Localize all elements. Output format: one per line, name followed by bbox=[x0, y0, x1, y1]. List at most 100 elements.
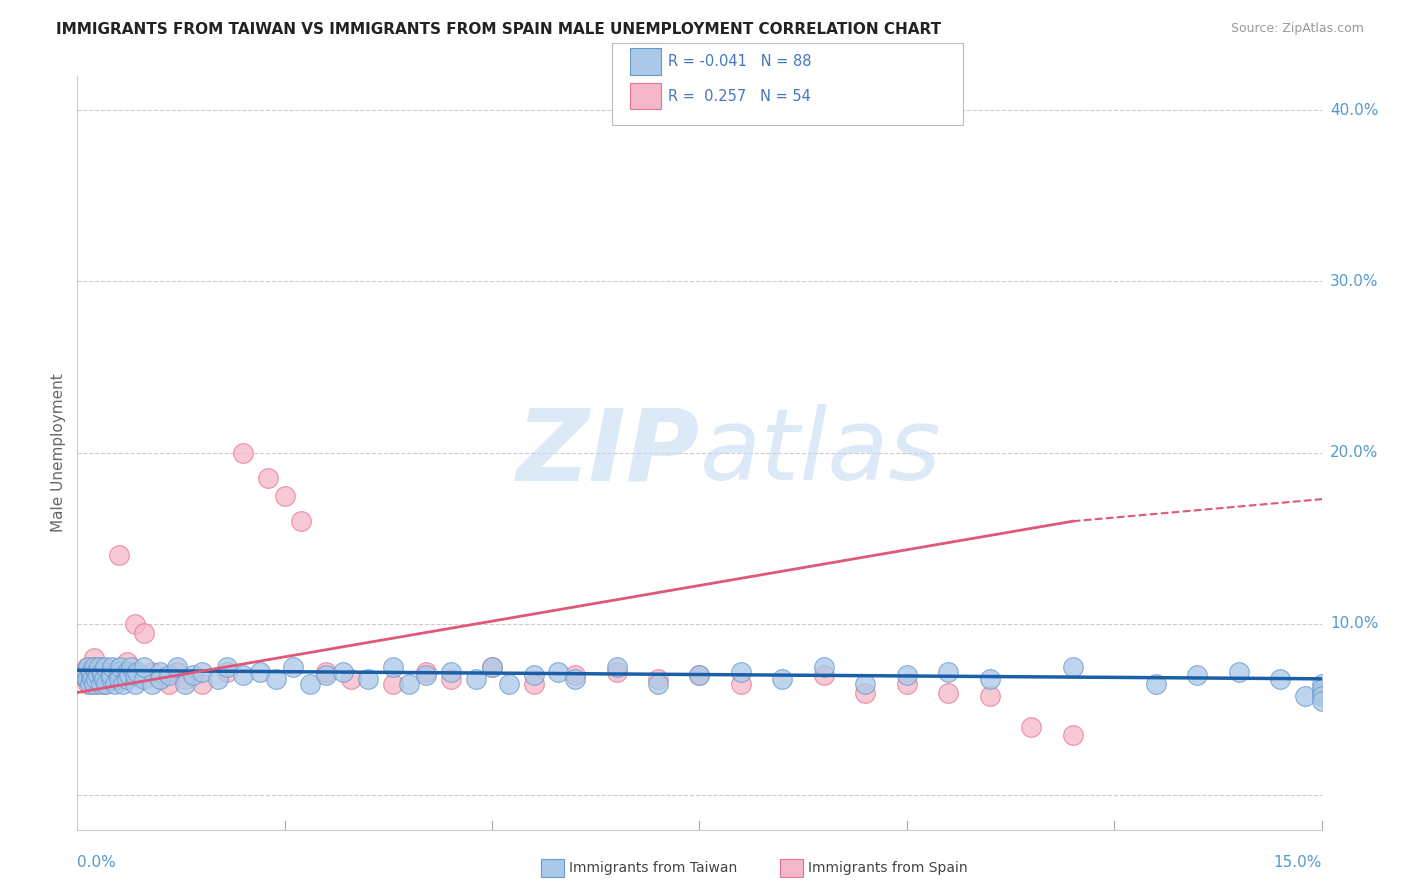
Point bbox=[87, 665, 110, 679]
Point bbox=[73, 665, 96, 679]
Text: R =  0.257   N = 54: R = 0.257 N = 54 bbox=[668, 88, 811, 103]
Point bbox=[564, 672, 586, 686]
Text: Source: ZipAtlas.com: Source: ZipAtlas.com bbox=[1230, 22, 1364, 36]
Point bbox=[93, 672, 115, 686]
Point bbox=[79, 668, 101, 682]
Point bbox=[79, 668, 101, 682]
Point bbox=[547, 665, 569, 679]
Point bbox=[1144, 677, 1167, 691]
Point bbox=[77, 677, 100, 691]
Text: 15.0%: 15.0% bbox=[1274, 855, 1322, 870]
Point bbox=[1310, 694, 1333, 708]
Point bbox=[83, 677, 105, 691]
Point bbox=[440, 672, 463, 686]
Point bbox=[215, 665, 238, 679]
Point bbox=[82, 672, 104, 686]
Point bbox=[77, 660, 100, 674]
Point bbox=[1310, 685, 1333, 699]
Point bbox=[266, 672, 288, 686]
Point bbox=[415, 668, 437, 682]
Point bbox=[523, 668, 546, 682]
Point bbox=[82, 672, 104, 686]
Text: 40.0%: 40.0% bbox=[1330, 103, 1378, 118]
Point bbox=[813, 668, 835, 682]
Point bbox=[896, 668, 918, 682]
Text: 20.0%: 20.0% bbox=[1330, 445, 1378, 460]
Point bbox=[315, 665, 337, 679]
Point bbox=[75, 665, 97, 679]
Point bbox=[415, 665, 437, 679]
Point bbox=[1310, 677, 1333, 691]
Point bbox=[1187, 668, 1209, 682]
Y-axis label: Male Unemployment: Male Unemployment bbox=[51, 374, 66, 532]
Point bbox=[141, 677, 163, 691]
Point bbox=[249, 665, 271, 679]
Point bbox=[141, 665, 163, 679]
Text: 0.0%: 0.0% bbox=[77, 855, 117, 870]
Point bbox=[157, 668, 180, 682]
Point bbox=[100, 665, 122, 679]
Point bbox=[290, 514, 312, 528]
Point bbox=[523, 677, 546, 691]
Point bbox=[108, 672, 131, 686]
Point bbox=[73, 668, 96, 682]
Point bbox=[191, 665, 214, 679]
Point bbox=[174, 677, 197, 691]
Point bbox=[855, 677, 877, 691]
Point bbox=[381, 660, 404, 674]
Point bbox=[813, 660, 835, 674]
Point bbox=[115, 665, 138, 679]
Point bbox=[381, 677, 404, 691]
Point bbox=[606, 665, 628, 679]
Point bbox=[1294, 689, 1316, 703]
Point bbox=[93, 660, 115, 674]
Point bbox=[100, 668, 122, 682]
Point bbox=[281, 660, 304, 674]
Point bbox=[979, 689, 1001, 703]
Point bbox=[108, 549, 131, 563]
Point bbox=[183, 668, 205, 682]
Point bbox=[86, 672, 108, 686]
Point bbox=[979, 672, 1001, 686]
Point bbox=[132, 660, 155, 674]
Text: atlas: atlas bbox=[700, 404, 941, 501]
Point bbox=[896, 677, 918, 691]
Point bbox=[115, 655, 138, 669]
Point bbox=[93, 677, 115, 691]
Point bbox=[91, 660, 114, 674]
Point bbox=[118, 668, 141, 682]
Text: R = -0.041   N = 88: R = -0.041 N = 88 bbox=[668, 54, 811, 70]
Point bbox=[340, 672, 363, 686]
Point bbox=[111, 677, 134, 691]
Point bbox=[115, 665, 138, 679]
Point bbox=[1062, 728, 1084, 742]
Point bbox=[132, 625, 155, 640]
Point bbox=[232, 668, 254, 682]
Point bbox=[96, 677, 118, 691]
Point bbox=[1021, 720, 1043, 734]
Point bbox=[1227, 665, 1250, 679]
Point bbox=[84, 677, 107, 691]
Point bbox=[132, 672, 155, 686]
Point bbox=[83, 660, 105, 674]
Point bbox=[647, 672, 669, 686]
Point bbox=[120, 660, 142, 674]
Point bbox=[647, 677, 669, 691]
Text: Immigrants from Taiwan: Immigrants from Taiwan bbox=[569, 861, 738, 875]
Text: 10.0%: 10.0% bbox=[1330, 616, 1378, 632]
Point bbox=[125, 665, 148, 679]
Point bbox=[76, 660, 98, 674]
Point bbox=[149, 672, 172, 686]
Point bbox=[87, 660, 110, 674]
Point bbox=[498, 677, 520, 691]
Point bbox=[83, 660, 105, 674]
Text: 30.0%: 30.0% bbox=[1330, 274, 1378, 289]
Point bbox=[87, 668, 110, 682]
Point bbox=[1062, 660, 1084, 674]
Point bbox=[110, 660, 132, 674]
Point bbox=[481, 660, 503, 674]
Point bbox=[91, 665, 114, 679]
Point bbox=[191, 677, 214, 691]
Point bbox=[357, 672, 380, 686]
Point bbox=[75, 672, 97, 686]
